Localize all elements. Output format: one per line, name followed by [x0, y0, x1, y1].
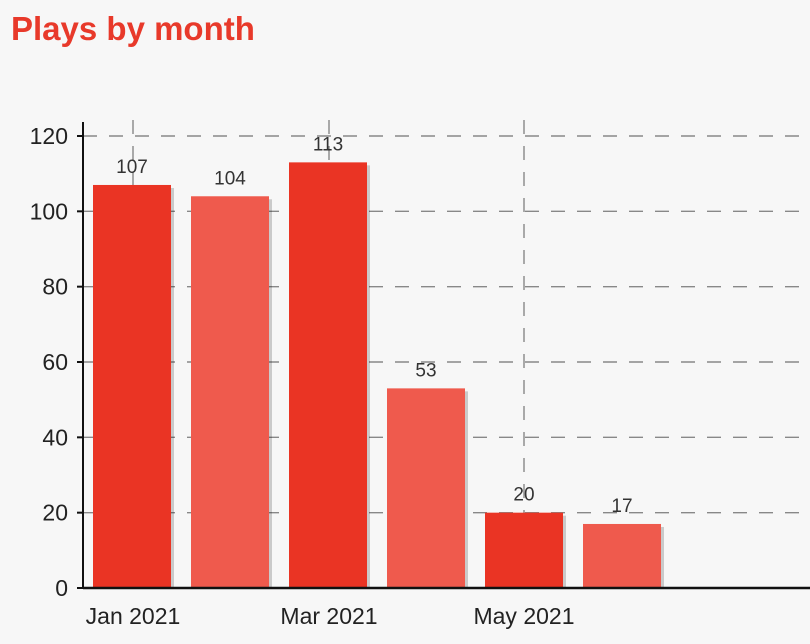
- bar: [289, 162, 367, 588]
- bar: [485, 512, 563, 588]
- chart-title: Plays by month: [11, 10, 255, 47]
- x-tick-label: Mar 2021: [280, 603, 377, 629]
- y-tick-label: 40: [42, 424, 68, 450]
- bar: [387, 388, 465, 588]
- axes: [77, 122, 810, 590]
- bar-data-label: 107: [116, 157, 148, 178]
- bar-data-label: 17: [611, 496, 632, 517]
- bar: [93, 184, 171, 588]
- x-tick-label: May 2021: [473, 603, 574, 629]
- y-tick-label: 0: [55, 575, 68, 601]
- bar: [583, 523, 661, 588]
- y-tick-label: 120: [30, 123, 68, 149]
- y-tick-label: 20: [42, 500, 68, 526]
- y-tick-label: 60: [42, 349, 68, 375]
- labels: 0 20 40 60 80 100 120 107 104 113 53 20 17 Jan 2021 Ma…: [30, 123, 633, 629]
- bar-data-label: 104: [214, 168, 246, 189]
- bars: [93, 162, 664, 588]
- bar-data-label: 113: [313, 134, 343, 155]
- bar-data-label: 20: [513, 485, 534, 506]
- y-tick-label: 80: [42, 274, 68, 300]
- y-tick-label: 100: [30, 198, 68, 224]
- x-tick-label: Jan 2021: [86, 603, 181, 629]
- bar-data-label: 53: [415, 360, 436, 381]
- bar: [191, 196, 269, 588]
